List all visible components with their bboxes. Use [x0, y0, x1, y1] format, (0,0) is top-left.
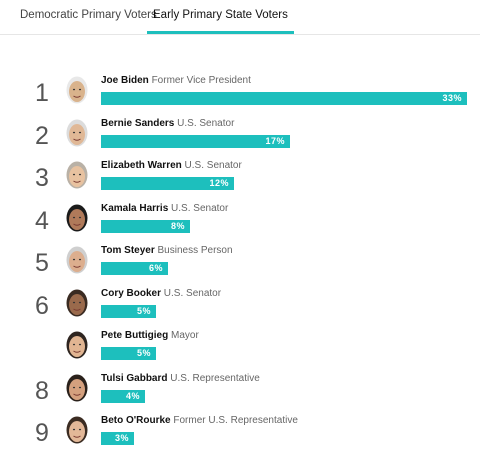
candidate-role: Business Person: [157, 245, 233, 256]
percentage-bar: 12%: [101, 177, 234, 190]
rank-number: 3: [35, 164, 49, 192]
percentage-label: 6%: [148, 263, 163, 273]
percentage-bar: 6%: [101, 262, 168, 275]
rank-number: 4: [35, 206, 49, 235]
candidate-row: 2 Bernie Sanders U.S. Senator 17%: [0, 118, 480, 160]
candidate-photo: [66, 331, 88, 359]
tab-bar: Democratic Primary Voters Early Primary …: [0, 0, 480, 35]
candidate-role: U.S. Senator: [163, 287, 222, 299]
percentage-label: 4%: [125, 390, 140, 401]
candidate-row: 8 Tulsi Gabbard U.S. Representative 4%: [0, 373, 480, 415]
candidate-label: Cory Booker U.S. Senator: [101, 288, 221, 299]
tab-democratic-primary-voters[interactable]: Democratic Primary Voters: [20, 9, 157, 21]
percentage-label: 3%: [114, 433, 129, 443]
candidate-label: Pete Buttigieg Mayor: [101, 330, 199, 341]
candidate-role: Former Vice President: [151, 75, 251, 86]
candidate-name: Bernie Sanders: [101, 117, 175, 129]
candidate-role: U.S. Senator: [184, 160, 242, 171]
percentage-bar: 33%: [101, 92, 467, 105]
candidate-label: Kamala Harris U.S. Senator: [101, 203, 228, 214]
rank-number: 6: [35, 291, 49, 320]
percentage-bar: 5%: [101, 347, 156, 360]
candidate-role: U.S. Representative: [170, 372, 260, 384]
candidate-photo: [66, 119, 88, 147]
candidate-row: 6 Cory Booker U.S. Senator 5%: [0, 288, 480, 330]
candidate-name: Kamala Harris: [101, 202, 169, 214]
candidate-photo: [66, 204, 88, 232]
candidate-label: Tulsi Gabbard U.S. Representative: [101, 373, 260, 384]
candidate-row: 4 Kamala Harris U.S. Senator 8%: [0, 203, 480, 245]
percentage-bar: 8%: [101, 219, 190, 233]
percentage-bar: 17%: [101, 134, 290, 148]
percentage-bar: 4%: [101, 389, 145, 403]
candidate-row: 3 Elizabeth Warren U.S. Senator 12%: [0, 160, 480, 202]
candidate-name: Pete Buttigieg: [101, 330, 169, 341]
candidate-label: Joe Biden Former Vice President: [101, 75, 251, 86]
candidate-row: Pete Buttigieg Mayor 5%: [0, 330, 480, 372]
candidate-row: 5 Tom Steyer Business Person 6%: [0, 245, 480, 287]
candidate-name: Cory Booker: [101, 287, 162, 299]
rank-number: 5: [35, 249, 49, 277]
tab-early-primary-state-voters[interactable]: Early Primary State Voters: [147, 0, 294, 34]
candidate-role: Former U.S. Representative: [173, 415, 298, 426]
candidate-photo: [66, 161, 88, 189]
percentage-label: 17%: [265, 135, 285, 146]
candidate-label: Tom Steyer Business Person: [101, 245, 233, 256]
percentage-label: 8%: [170, 220, 185, 231]
candidate-label: Beto O'Rourke Former U.S. Representative: [101, 415, 298, 426]
candidate-photo: [66, 374, 88, 402]
percentage-label: 5%: [136, 348, 151, 358]
rank-number: 8: [35, 376, 49, 405]
candidate-label: Elizabeth Warren U.S. Senator: [101, 160, 242, 171]
candidate-photo: [66, 76, 88, 104]
candidate-name: Elizabeth Warren: [101, 160, 182, 171]
percentage-bar: 3%: [101, 432, 134, 445]
candidate-photo: [66, 416, 88, 444]
rank-number: 2: [35, 121, 49, 150]
candidate-role: U.S. Senator: [177, 117, 235, 129]
candidate-role: Mayor: [171, 330, 199, 341]
candidate-name: Joe Biden: [101, 75, 149, 86]
candidate-photo: [66, 289, 88, 317]
candidate-photo: [66, 246, 88, 274]
rank-number: 1: [35, 79, 49, 107]
rank-number: 9: [35, 419, 49, 447]
percentage-label: 5%: [136, 305, 151, 316]
percentage-label: 12%: [209, 178, 229, 188]
percentage-label: 33%: [442, 93, 462, 103]
candidate-name: Tom Steyer: [101, 245, 155, 256]
candidate-row: 1 Joe Biden Former Vice President 33%: [0, 75, 480, 117]
percentage-bar: 5%: [101, 304, 156, 318]
candidate-role: U.S. Senator: [171, 202, 229, 214]
candidate-row: 9 Beto O'Rourke Former U.S. Representativ…: [0, 415, 480, 457]
candidate-label: Bernie Sanders U.S. Senator: [101, 118, 234, 129]
candidate-name: Beto O'Rourke: [101, 415, 171, 426]
candidate-name: Tulsi Gabbard: [101, 372, 168, 384]
